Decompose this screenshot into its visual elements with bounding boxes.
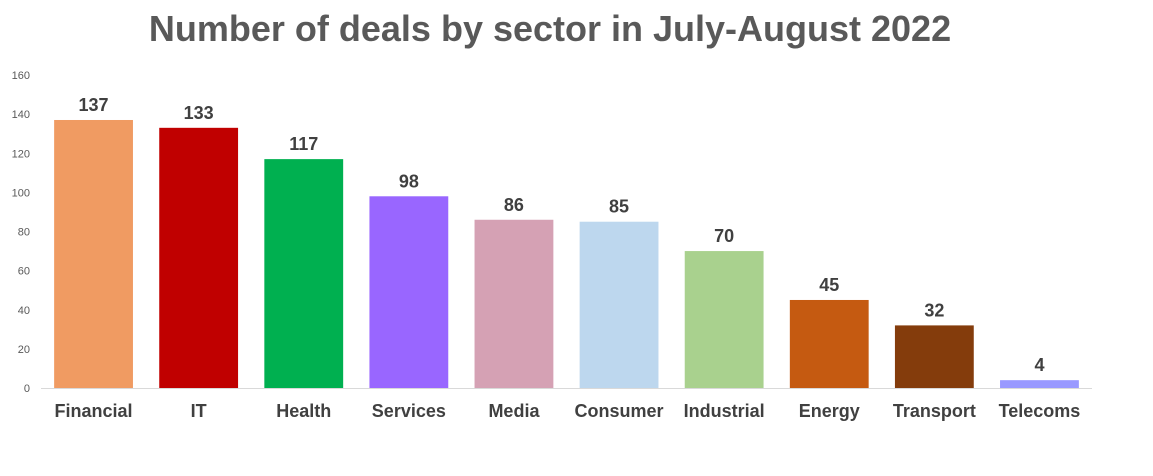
bars: [54, 119, 1079, 389]
y-tick-label: 40: [18, 305, 30, 317]
value-label-it: 133: [184, 103, 214, 123]
bar-energy: [789, 299, 869, 388]
category-labels: Financial IT Health Services Media Consumer In…: [55, 401, 1081, 421]
y-tick-label: 0: [24, 383, 30, 395]
category-label-transport: Transport: [893, 401, 976, 421]
category-label-telecoms: Telecoms: [999, 401, 1081, 421]
value-label-financial: 137: [79, 95, 109, 115]
y-tick-label: 160: [12, 70, 30, 82]
chart-title: Number of deals by sector in July-August…: [148, 8, 952, 49]
bar-financial: [54, 119, 133, 389]
value-label-health: 117: [289, 134, 318, 154]
category-label-services: Services: [372, 401, 446, 421]
category-label-consumer: Consumer: [575, 401, 664, 421]
y-tick-label: 80: [18, 227, 30, 239]
value-label-telecoms: 4: [1034, 355, 1044, 375]
y-axis-ticks: 0 20 40 60 80 100 120 140 160: [12, 70, 30, 395]
bar-it: [159, 127, 239, 388]
value-label-energy: 45: [819, 275, 839, 295]
bar-media: [474, 219, 554, 388]
bar-health: [264, 159, 344, 388]
value-label-services: 98: [399, 171, 419, 191]
value-label-media: 86: [504, 195, 524, 215]
bar-transport: [894, 325, 974, 388]
category-label-media: Media: [488, 401, 540, 421]
y-tick-label: 140: [12, 109, 30, 121]
category-label-it: IT: [191, 401, 207, 421]
value-labels: 137 133 117 98 86 85 70 45 32 4: [79, 95, 1045, 375]
category-label-financial: Financial: [55, 401, 133, 421]
category-label-health: Health: [276, 401, 331, 421]
category-label-industrial: Industrial: [684, 401, 765, 421]
bar-consumer: [579, 221, 659, 388]
y-tick-label: 20: [18, 344, 30, 356]
bar-telecoms: [1000, 380, 1079, 388]
value-label-transport: 32: [924, 300, 944, 320]
value-label-industrial: 70: [714, 226, 734, 246]
value-label-consumer: 85: [609, 197, 629, 217]
y-tick-label: 120: [12, 148, 30, 160]
bar-services: [369, 196, 449, 388]
y-tick-label: 100: [12, 187, 30, 199]
y-tick-label: 60: [18, 266, 30, 278]
category-label-energy: Energy: [799, 401, 860, 421]
bar-industrial: [684, 251, 764, 388]
